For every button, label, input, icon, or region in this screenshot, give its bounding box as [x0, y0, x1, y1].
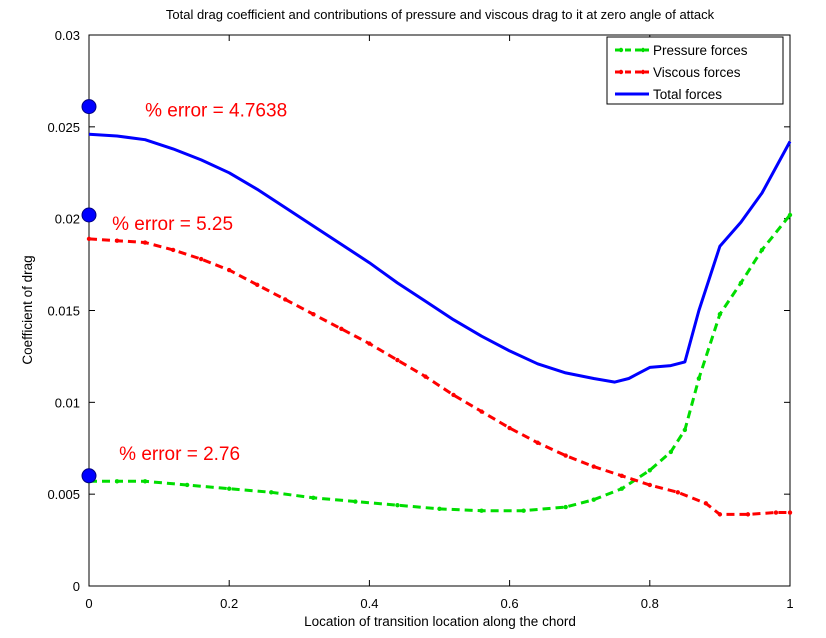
data-point-pressure-forces [682, 427, 688, 433]
data-point-viscous-forces [451, 392, 456, 398]
data-point-viscous-forces [227, 267, 232, 273]
y-tick-label: 0.03 [55, 28, 80, 43]
data-point-viscous-forces [114, 238, 120, 243]
data-point-viscous-forces [423, 374, 428, 379]
error-annotation: % error = 4.7638 [145, 100, 287, 121]
y-axis-title: Coefficient of drag [20, 255, 35, 364]
data-point-pressure-forces [521, 508, 526, 513]
legend-marker-viscous-forces [618, 69, 624, 75]
data-point-viscous-forces [703, 501, 709, 506]
x-tick-label: 0.6 [501, 596, 519, 611]
data-point-pressure-forces [227, 486, 232, 491]
data-point-viscous-forces [255, 282, 260, 287]
x-tick-label: 1 [786, 596, 793, 611]
data-point-viscous-forces [745, 512, 751, 517]
data-point-pressure-forces [437, 506, 442, 512]
data-point-viscous-forces [507, 425, 512, 431]
data-point-viscous-forces [619, 473, 624, 478]
data-point-pressure-forces [647, 468, 652, 473]
data-point-viscous-forces [773, 510, 779, 515]
legend-marker-pressure-forces [640, 47, 646, 53]
data-point-viscous-forces [142, 240, 148, 245]
data-point-pressure-forces [717, 311, 723, 317]
reference-marker [81, 468, 97, 484]
data-point-pressure-forces [114, 479, 120, 484]
data-point-viscous-forces [675, 490, 681, 495]
data-point-pressure-forces [591, 497, 596, 502]
data-point-viscous-forces [86, 236, 92, 242]
data-point-viscous-forces [339, 326, 344, 332]
reference-marker [81, 207, 97, 223]
data-point-pressure-forces [759, 247, 765, 253]
series-line-viscous-forces [88, 237, 790, 516]
y-tick-label: 0.02 [55, 212, 80, 227]
x-tick-label: 0.8 [641, 596, 659, 611]
y-tick-label: 0.025 [47, 120, 80, 135]
x-tick-label: 0.2 [220, 596, 238, 611]
data-point-viscous-forces [283, 297, 288, 302]
data-point-viscous-forces [563, 453, 568, 458]
chart-title: Total drag coefficient and contributions… [166, 7, 715, 22]
x-tick-label: 0 [85, 596, 92, 611]
data-point-pressure-forces [696, 376, 702, 381]
data-point-viscous-forces [535, 440, 540, 445]
data-point-pressure-forces [311, 495, 316, 501]
data-point-pressure-forces [184, 482, 190, 488]
data-point-pressure-forces [563, 504, 568, 510]
data-point-viscous-forces [367, 341, 372, 346]
data-point-pressure-forces [269, 490, 274, 495]
data-point-pressure-forces [787, 212, 793, 218]
y-tick-label: 0 [73, 579, 80, 594]
data-point-viscous-forces [170, 247, 176, 253]
legend-label-viscous-forces: Viscous forces [653, 65, 741, 80]
data-point-pressure-forces [738, 280, 744, 286]
data-point-pressure-forces [619, 486, 624, 491]
error-annotation: % error = 2.76 [119, 444, 240, 465]
data-point-pressure-forces [479, 508, 484, 513]
data-point-pressure-forces [668, 449, 674, 455]
series-line-total-forces [88, 132, 792, 384]
legend-label-pressure-forces: Pressure forces [653, 43, 748, 58]
data-point-pressure-forces [142, 479, 148, 484]
x-axis-title: Location of transition location along th… [304, 614, 576, 629]
legend-marker-pressure-forces [618, 47, 624, 53]
data-point-viscous-forces [198, 256, 204, 262]
data-point-viscous-forces [647, 482, 652, 488]
reference-marker [81, 99, 97, 115]
y-tick-label: 0.005 [47, 487, 80, 502]
data-point-viscous-forces [591, 464, 596, 469]
data-point-viscous-forces [787, 510, 793, 515]
x-tick-label: 0.4 [360, 596, 378, 611]
plot-area: 0 0.2 0.4 0.6 0.8 1 0 0.005 0.01 0.015 0.02 0.025 0.… [47, 28, 793, 611]
legend-marker-viscous-forces [640, 69, 646, 75]
legend-label-total-forces: Total forces [653, 87, 722, 102]
data-point-viscous-forces [395, 357, 400, 363]
data-point-pressure-forces [353, 499, 358, 504]
data-point-pressure-forces [395, 502, 400, 508]
data-point-viscous-forces [479, 409, 484, 414]
error-annotation: % error = 5.25 [112, 214, 233, 235]
data-point-viscous-forces [717, 512, 723, 517]
data-point-viscous-forces [311, 311, 316, 317]
y-tick-label: 0.01 [55, 395, 80, 410]
y-tick-label: 0.015 [47, 304, 80, 319]
